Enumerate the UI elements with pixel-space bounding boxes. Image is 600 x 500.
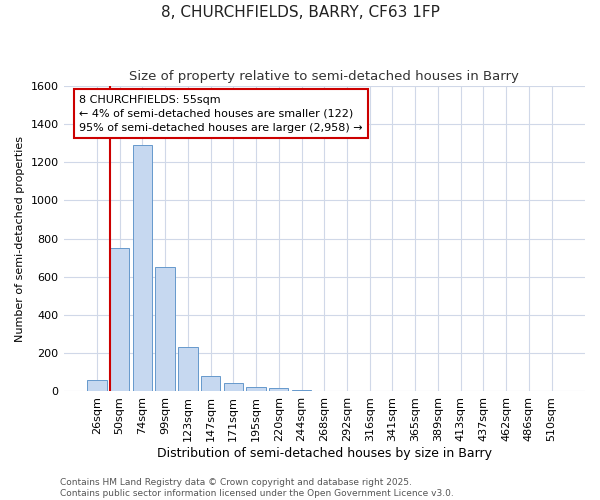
Y-axis label: Number of semi-detached properties: Number of semi-detached properties: [15, 136, 25, 342]
Bar: [269, 388, 289, 392]
Text: Contains HM Land Registry data © Crown copyright and database right 2025.
Contai: Contains HM Land Registry data © Crown c…: [60, 478, 454, 498]
Bar: [224, 383, 243, 392]
Bar: [133, 145, 152, 392]
X-axis label: Distribution of semi-detached houses by size in Barry: Distribution of semi-detached houses by …: [157, 447, 492, 460]
Title: Size of property relative to semi-detached houses in Barry: Size of property relative to semi-detach…: [130, 70, 519, 83]
Bar: [247, 386, 266, 392]
Bar: [292, 390, 311, 392]
Bar: [110, 248, 130, 392]
Bar: [155, 267, 175, 392]
Bar: [87, 380, 107, 392]
Bar: [201, 376, 220, 392]
Text: 8, CHURCHFIELDS, BARRY, CF63 1FP: 8, CHURCHFIELDS, BARRY, CF63 1FP: [161, 5, 439, 20]
Bar: [178, 348, 197, 392]
Text: 8 CHURCHFIELDS: 55sqm
← 4% of semi-detached houses are smaller (122)
95% of semi: 8 CHURCHFIELDS: 55sqm ← 4% of semi-detac…: [79, 94, 363, 132]
